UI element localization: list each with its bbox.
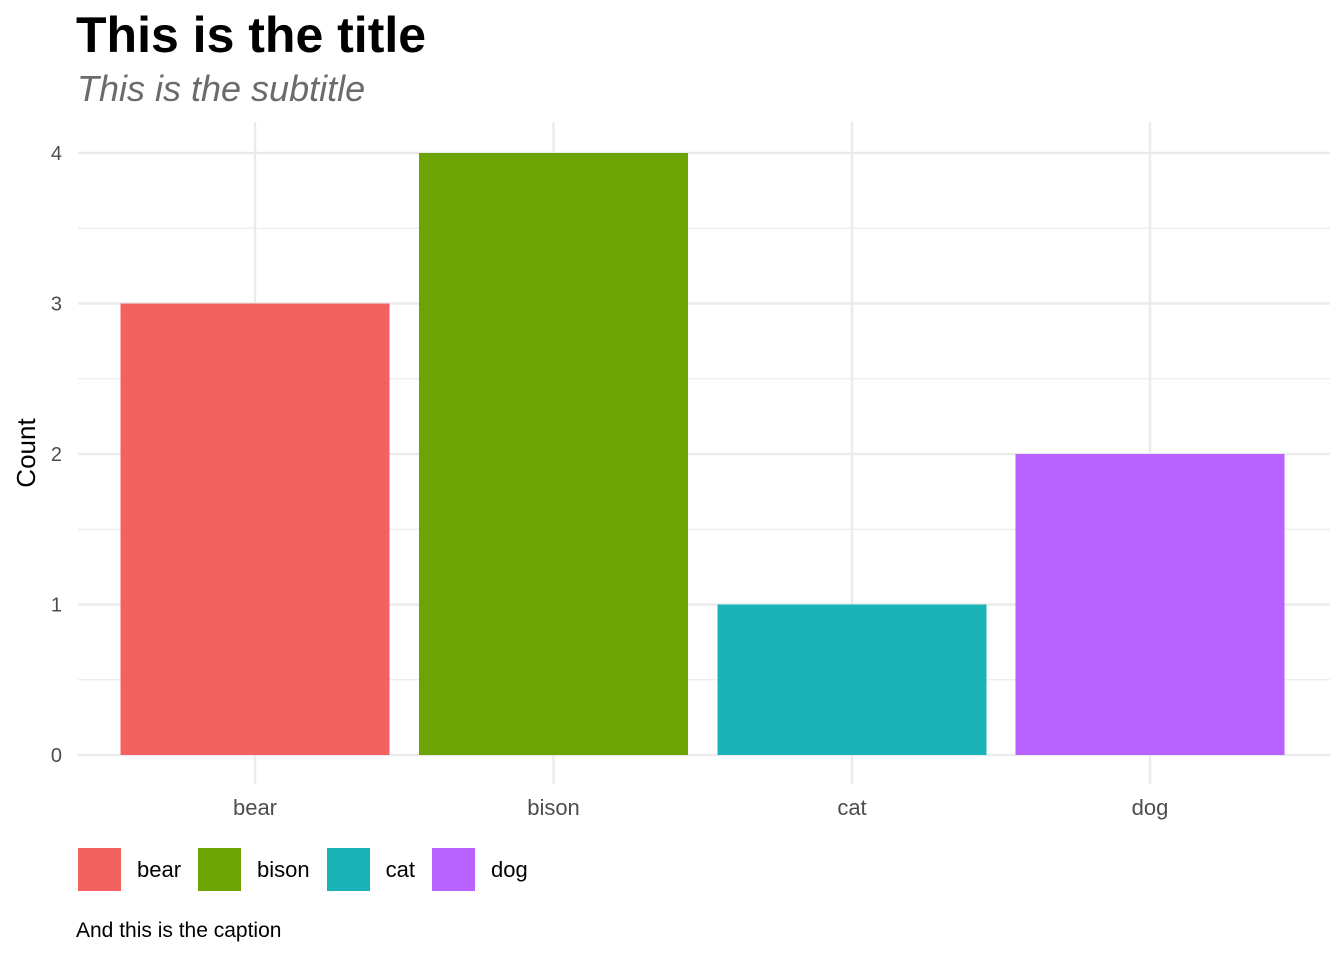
- x-tick-label-cat: cat: [837, 795, 866, 820]
- y-axis-label: Count: [11, 418, 41, 488]
- chart-title: This is the title: [76, 7, 427, 63]
- y-tick-label: 0: [51, 745, 62, 767]
- x-tick-label-bear: bear: [233, 795, 277, 820]
- legend-swatch-bison: [198, 848, 242, 891]
- legend-label-cat: cat: [385, 856, 415, 882]
- bar-bison: [419, 153, 688, 755]
- legend-item-cat: cat: [326, 848, 415, 891]
- legend-label-bison: bison: [257, 856, 310, 882]
- y-tick-label: 1: [51, 595, 62, 617]
- chart-caption: And this is the caption: [76, 919, 282, 942]
- legend-item-bear: bear: [78, 848, 181, 891]
- chart-subtitle: This is the subtitle: [77, 68, 366, 109]
- x-tick-label-bison: bison: [527, 795, 580, 820]
- y-tick-label: 4: [51, 143, 62, 165]
- bar-bear: [120, 303, 390, 755]
- bars: [120, 153, 1285, 755]
- legend-label-dog: dog: [491, 856, 528, 882]
- legend-item-dog: dog: [432, 848, 528, 891]
- ticks: 0 1 2 3 4 bear bison cat dog: [51, 143, 1168, 820]
- legend-item-bison: bison: [198, 848, 310, 891]
- x-tick-label-dog: dog: [1132, 795, 1169, 820]
- bar-cat: [717, 604, 987, 755]
- legend-swatch-cat: [326, 848, 370, 891]
- legend-swatch-dog: [432, 848, 475, 891]
- legend: bear bison cat dog: [78, 848, 545, 891]
- y-tick-label: 3: [51, 294, 62, 316]
- legend-swatch-bear: [78, 848, 121, 891]
- bar-dog: [1015, 454, 1285, 755]
- y-tick-label: 2: [51, 444, 62, 466]
- legend-label-bear: bear: [137, 856, 182, 882]
